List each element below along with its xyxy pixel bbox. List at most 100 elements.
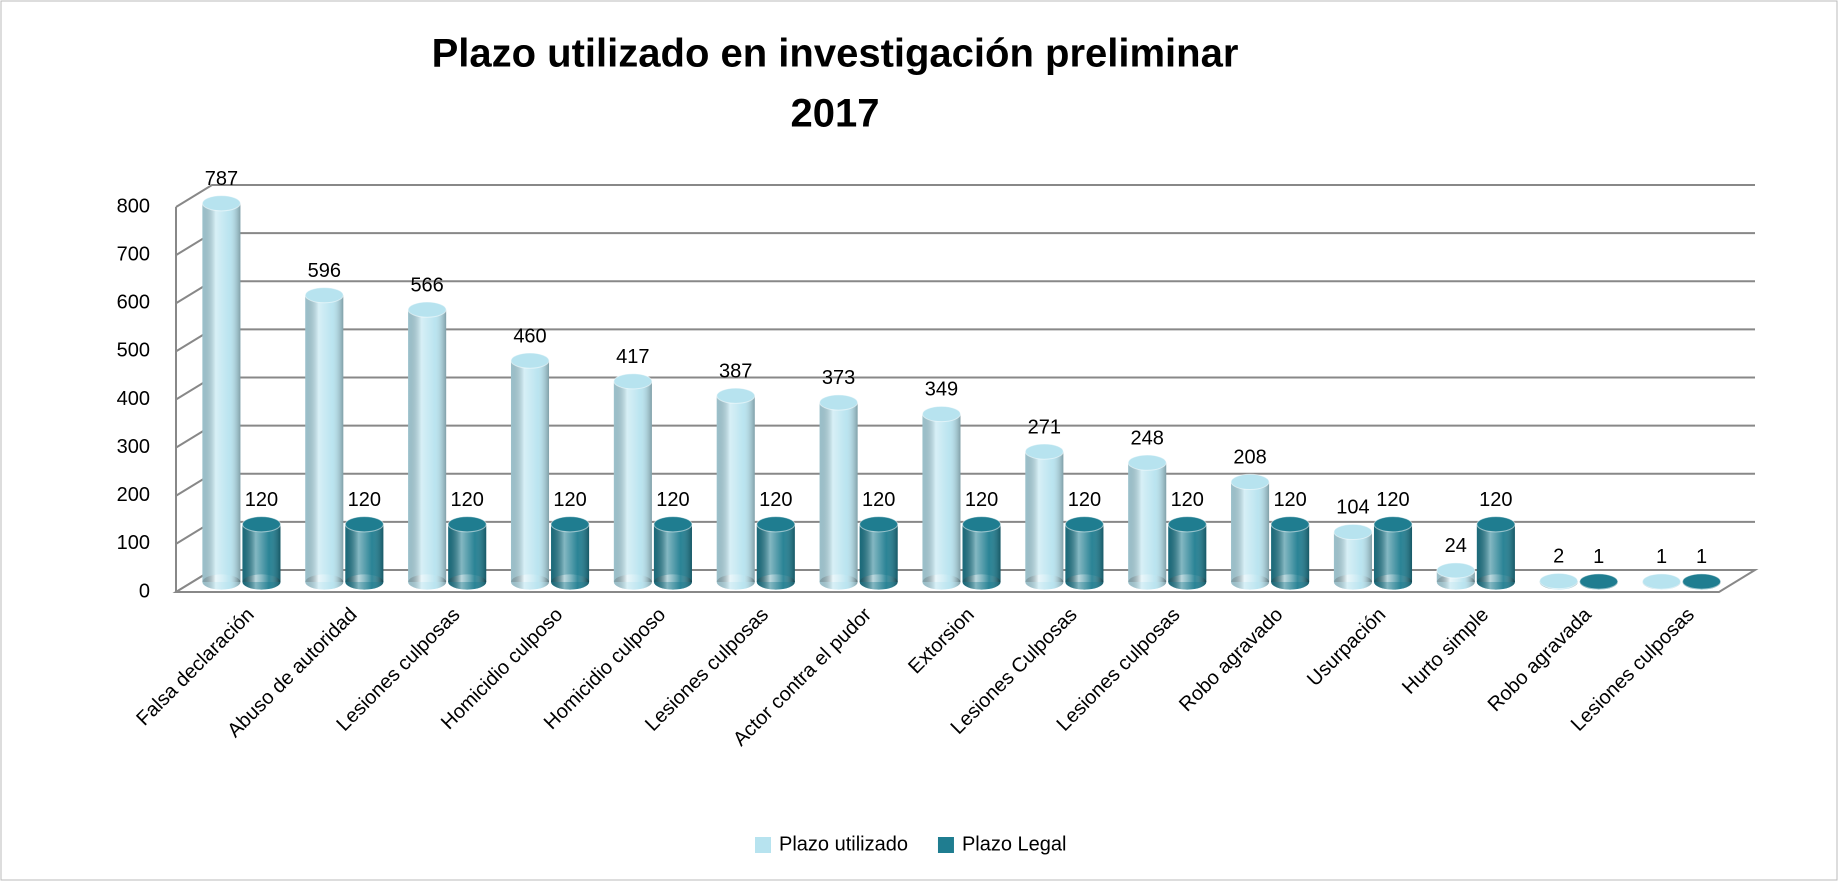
bar-shade bbox=[510, 360, 550, 582]
cylinder-top bbox=[1436, 562, 1476, 579]
value-label: 787 bbox=[205, 168, 238, 190]
cylinder bbox=[1373, 516, 1413, 590]
value-label: 120 bbox=[862, 489, 895, 511]
cylinder-top bbox=[1373, 516, 1413, 533]
bar-shade bbox=[716, 395, 755, 582]
cylinder bbox=[921, 405, 961, 590]
cylinder-top bbox=[1579, 573, 1619, 590]
value-label: 208 bbox=[1233, 447, 1266, 469]
bar-shade bbox=[1476, 524, 1515, 582]
value-label: 120 bbox=[1376, 489, 1409, 511]
cylinder-top bbox=[716, 387, 756, 404]
bar-shade bbox=[408, 309, 447, 582]
cylinder bbox=[550, 516, 590, 590]
value-label: 373 bbox=[822, 367, 855, 389]
y-tick-label: 200 bbox=[117, 484, 150, 506]
cylinder bbox=[407, 301, 447, 590]
cylinder bbox=[1064, 516, 1104, 590]
bar-shade bbox=[1373, 524, 1413, 582]
grid-line bbox=[175, 184, 1755, 208]
cylinder-top bbox=[344, 516, 384, 533]
value-label: 2 bbox=[1553, 546, 1564, 568]
cylinder-base-shade bbox=[1476, 574, 1515, 590]
cylinder bbox=[819, 394, 859, 590]
cylinder bbox=[1436, 562, 1476, 590]
cylinder-top bbox=[859, 516, 899, 533]
cylinder bbox=[613, 373, 653, 590]
cylinder-base-shade bbox=[613, 574, 652, 590]
value-label: 120 bbox=[1273, 489, 1306, 511]
cylinder-top bbox=[756, 516, 796, 533]
y-tick-label: 600 bbox=[117, 292, 150, 314]
bar-shade bbox=[1271, 524, 1310, 582]
y-tick-label: 800 bbox=[117, 195, 150, 217]
value-label: 596 bbox=[308, 260, 341, 282]
cylinder bbox=[1476, 516, 1516, 590]
value-label: 248 bbox=[1131, 427, 1164, 449]
cylinder-base-shade bbox=[1231, 574, 1270, 590]
y-tick-label: 0 bbox=[139, 580, 150, 602]
legend-swatch bbox=[937, 837, 954, 853]
cylinder bbox=[1682, 573, 1722, 590]
bar-shade bbox=[1333, 531, 1372, 582]
chart-title: 2017 bbox=[791, 92, 880, 136]
cylinder bbox=[447, 516, 487, 590]
cylinder-top bbox=[962, 516, 1002, 533]
cylinder-top bbox=[201, 195, 241, 212]
legend-label: Plazo utilizado bbox=[779, 833, 908, 855]
cylinder-top bbox=[1333, 523, 1373, 541]
cylinder-base-shade bbox=[653, 574, 692, 590]
cylinder bbox=[1642, 573, 1682, 590]
cylinder-base-shade bbox=[242, 574, 281, 590]
value-label: 120 bbox=[348, 489, 381, 511]
bar-shade bbox=[305, 295, 344, 582]
cylinder-top bbox=[1167, 516, 1207, 533]
cylinder-base-shade bbox=[1271, 574, 1310, 590]
cylinder-top bbox=[613, 373, 653, 390]
value-label: 120 bbox=[965, 489, 998, 511]
bar-shade bbox=[1168, 524, 1207, 582]
cylinder bbox=[304, 287, 344, 590]
cylinder-top bbox=[304, 287, 344, 304]
bar-shade bbox=[551, 524, 590, 582]
cylinder-top bbox=[1024, 443, 1064, 460]
cylinder-base-shade bbox=[1168, 574, 1207, 590]
value-label: 460 bbox=[513, 325, 546, 347]
cylinder-base-shade bbox=[1436, 574, 1475, 590]
cylinder-base-shade bbox=[859, 574, 898, 590]
cylinder-base-shade bbox=[202, 574, 241, 590]
value-label: 120 bbox=[553, 489, 586, 511]
value-label: 120 bbox=[245, 489, 278, 511]
cylinder bbox=[859, 516, 899, 590]
cylinder-base-shade bbox=[819, 574, 858, 590]
y-tick-label: 700 bbox=[117, 243, 150, 265]
cylinder bbox=[1167, 516, 1207, 590]
cylinder-base-shade bbox=[756, 574, 795, 590]
value-label: 120 bbox=[451, 489, 484, 511]
cylinder-base-shade bbox=[305, 574, 344, 590]
y-tick-label: 300 bbox=[117, 436, 150, 458]
cylinder-top bbox=[1682, 573, 1722, 590]
value-label: 387 bbox=[719, 360, 752, 382]
bar-shade bbox=[345, 524, 384, 582]
cylinder bbox=[1579, 573, 1619, 590]
cylinder-top bbox=[819, 394, 859, 411]
legend-label: Plazo Legal bbox=[962, 833, 1067, 855]
cylinder bbox=[1024, 443, 1064, 590]
bar-shade bbox=[653, 524, 692, 582]
cylinder-top bbox=[1270, 516, 1310, 533]
value-label: 120 bbox=[656, 489, 689, 511]
y-tick-label: 400 bbox=[117, 388, 150, 410]
cylinder-base-shade bbox=[510, 574, 550, 590]
cylinder-top bbox=[241, 516, 281, 533]
cylinder bbox=[1230, 473, 1270, 590]
cylinder-top bbox=[1642, 573, 1682, 590]
cylinder-base-shade bbox=[1373, 574, 1413, 590]
bar-shade bbox=[859, 524, 898, 582]
cylinder-base-shade bbox=[551, 574, 590, 590]
cylinder-base-shade bbox=[1128, 574, 1167, 590]
value-label: 120 bbox=[1479, 489, 1512, 511]
value-label: 104 bbox=[1336, 497, 1369, 519]
cylinder-base-shade bbox=[962, 574, 1001, 590]
